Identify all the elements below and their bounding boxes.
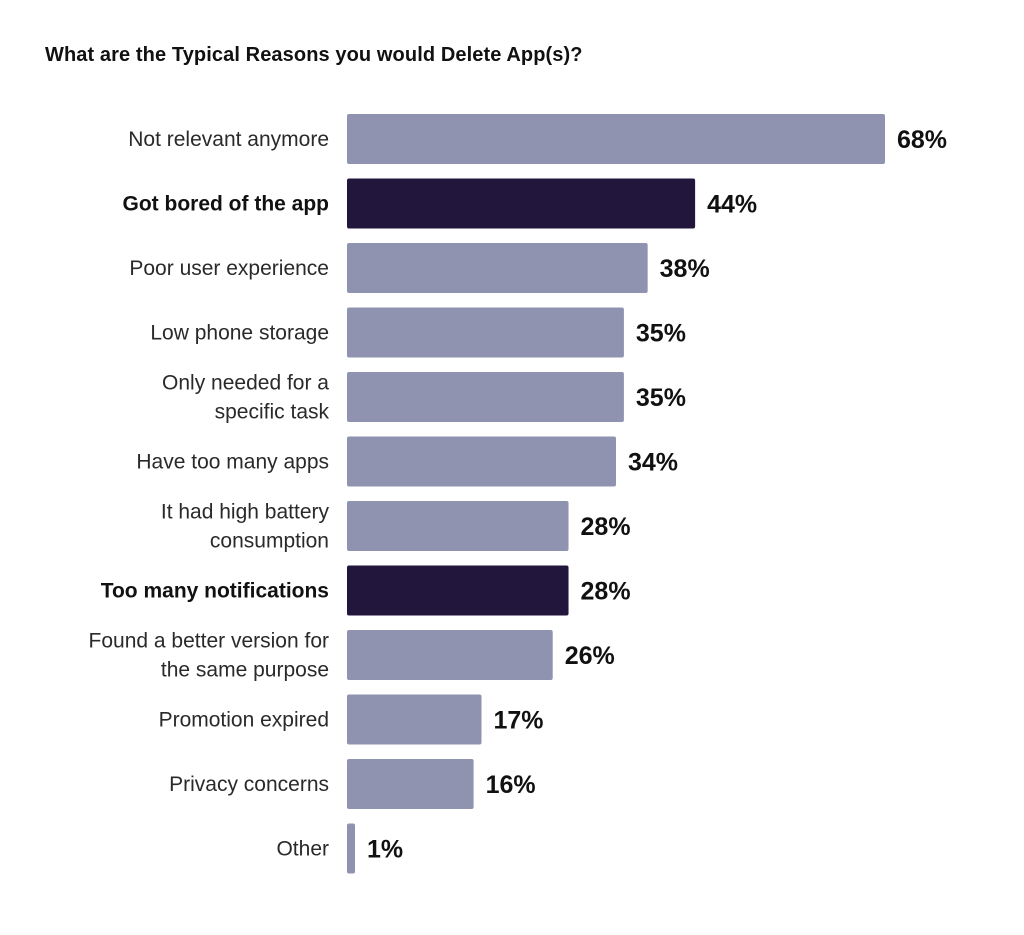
value-label-8: 26% (565, 642, 615, 670)
category-label-4-line-1: specific task (215, 401, 330, 424)
value-label-4: 35% (636, 384, 686, 412)
value-label-0: 68% (897, 126, 947, 154)
category-label-1: Got bored of the app (123, 193, 329, 216)
value-label-7: 28% (581, 578, 631, 606)
category-label-8-line-0: Found a better version for (89, 630, 329, 653)
bar-3 (347, 307, 624, 358)
category-label-4-line-0: Only needed for a (162, 372, 329, 395)
bar-6 (347, 501, 569, 551)
value-label-10: 16% (486, 771, 536, 799)
bar-10 (347, 759, 474, 809)
bar-0 (347, 114, 885, 164)
category-label-9: Promotion expired (159, 709, 329, 732)
bar-8 (347, 630, 553, 680)
value-label-5: 34% (628, 449, 678, 477)
value-label-2: 38% (660, 255, 710, 283)
category-label-2: Poor user experience (129, 257, 329, 280)
value-label-6: 28% (581, 513, 631, 541)
category-label-7: Too many notifications (101, 580, 329, 603)
bar-5 (347, 436, 616, 487)
category-label-0: Not relevant anymore (128, 128, 329, 151)
bars-group: Not relevant anymore 68% Got bored of the … (89, 114, 947, 874)
value-label-3: 35% (636, 320, 686, 348)
category-label-6-line-0: It had high battery (161, 501, 330, 524)
bar-1 (347, 178, 696, 229)
value-label-9: 17% (494, 707, 544, 735)
bar-4 (347, 372, 624, 422)
category-label-10: Privacy concerns (169, 773, 329, 796)
category-label-11: Other (276, 838, 329, 861)
bar-11 (347, 823, 355, 874)
bar-7 (347, 565, 569, 616)
category-label-8-line-1: the same purpose (161, 659, 329, 682)
bar-9 (347, 694, 482, 745)
category-label-3: Low phone storage (150, 322, 329, 345)
value-label-1: 44% (707, 191, 757, 219)
category-label-5: Have too many apps (136, 451, 329, 474)
chart-title: What are the Typical Reasons you would D… (45, 44, 583, 66)
bar-2 (347, 243, 648, 293)
category-label-6-line-1: consumption (210, 530, 329, 553)
value-label-11: 1% (367, 836, 403, 864)
